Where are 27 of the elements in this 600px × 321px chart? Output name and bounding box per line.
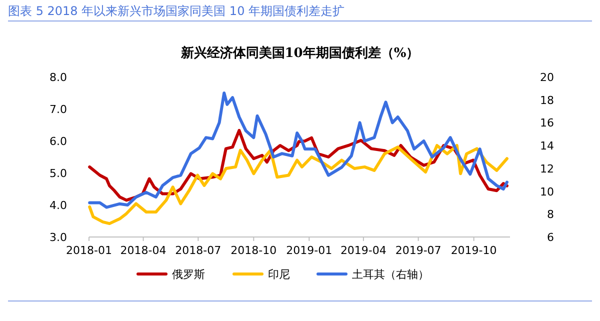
y-tick-label: 6.0 [50,135,67,148]
y-tick-label: 4.0 [50,199,67,212]
x-tick-label: 2018-01 [66,244,112,257]
x-tick-label: 2018-04 [120,244,166,257]
y2-tick-label: 20 [540,71,554,84]
x-tick-label: 2019-10 [450,244,497,257]
x-tick-label: 2019-04 [340,244,386,257]
legend-label: 土耳其（右轴） [352,268,429,281]
y2-tick-label: 16 [540,116,554,130]
y-tick-label: 3.0 [50,231,67,244]
y2-tick-label: 14 [540,140,554,153]
y2-tick-label: 10 [540,185,554,198]
legend-label: 俄罗斯 [172,268,205,281]
y2-tick-label: 6 [547,231,554,244]
x-tick-label: 2018-10 [230,244,277,257]
title: 图表 5 2018 年以来新兴市场国家同美国 10 年期国债利差走扩 [8,4,345,18]
subtitle: 新兴经济体同美国10年期国债利差（%） [180,46,420,61]
y2-tick-label: 12 [540,162,554,176]
legend-label: 印尼 [268,268,290,281]
y2-tick-label: 8 [547,208,554,222]
y-tick-label: 7.0 [50,103,67,116]
x-tick-label: 2019-07 [395,244,442,257]
x-tick-label: 2018-07 [175,244,222,257]
x-tick-label: 2019-01 [286,244,332,257]
y-tick-label: 8.0 [50,71,67,84]
y-tick-label: 5.0 [50,167,67,180]
y2-tick-label: 18 [540,94,554,107]
